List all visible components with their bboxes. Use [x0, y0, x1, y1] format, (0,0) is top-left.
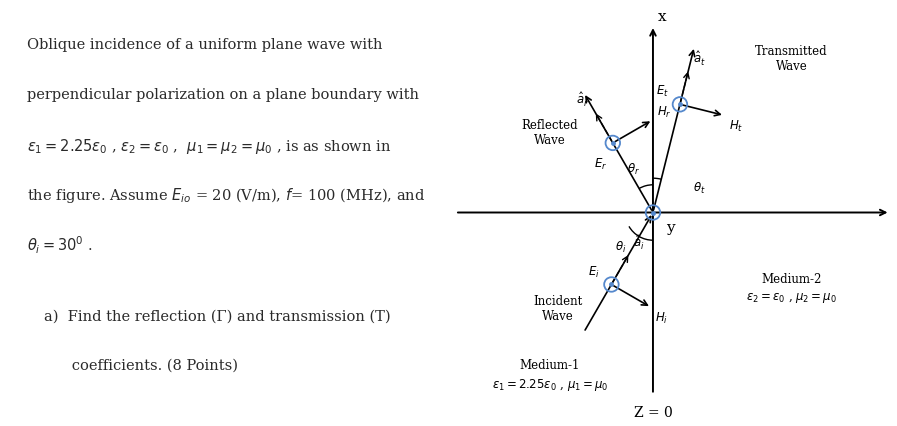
Text: $H_r$: $H_r$ — [657, 104, 671, 119]
Text: $\hat{a}_t$: $\hat{a}_t$ — [692, 50, 706, 68]
Text: $\varepsilon_1 = 2.25\varepsilon_0$ , $\varepsilon_2 = \varepsilon_0$ ,  $\mu_1 : $\varepsilon_1 = 2.25\varepsilon_0$ , $\… — [27, 136, 391, 155]
Text: $\hat{a}_i$: $\hat{a}_i$ — [632, 233, 644, 252]
Text: $\varepsilon_2 = \varepsilon_0$ , $\mu_2 = \mu_0$: $\varepsilon_2 = \varepsilon_0$ , $\mu_2… — [746, 291, 837, 305]
Text: $E_t$: $E_t$ — [657, 83, 669, 98]
Text: Incident
Wave: Incident Wave — [534, 295, 583, 322]
Text: the figure. Assume $E_{io}$ = 20 (V/m), $f$= 100 (MHz), and: the figure. Assume $E_{io}$ = 20 (V/m), … — [27, 185, 424, 204]
Text: $E_r$: $E_r$ — [595, 157, 607, 172]
Text: Transmitted
Wave: Transmitted Wave — [755, 45, 828, 72]
Text: $E_i$: $E_i$ — [588, 265, 599, 279]
Text: $\hat{a}_r$: $\hat{a}_r$ — [576, 91, 589, 109]
Text: $\theta_i = 30^0$ .: $\theta_i = 30^0$ . — [27, 234, 92, 256]
Text: $H_i$: $H_i$ — [656, 311, 668, 325]
Text: $H_t$: $H_t$ — [728, 119, 743, 134]
Text: perpendicular polarization on a plane boundary with: perpendicular polarization on a plane bo… — [27, 87, 419, 101]
Text: Z = 0: Z = 0 — [633, 405, 673, 419]
Text: $\theta_r$: $\theta_r$ — [627, 161, 640, 176]
Text: x: x — [658, 9, 666, 23]
Text: coefficients. (8 Points): coefficients. (8 Points) — [44, 358, 238, 372]
Text: Medium-1: Medium-1 — [520, 358, 580, 371]
Text: Medium-2: Medium-2 — [762, 272, 822, 285]
Text: y: y — [666, 221, 675, 235]
Text: Reflected
Wave: Reflected Wave — [522, 118, 579, 146]
Text: a)  Find the reflection (Γ) and transmission (T): a) Find the reflection (Γ) and transmiss… — [44, 309, 391, 323]
Text: Oblique incidence of a uniform plane wave with: Oblique incidence of a uniform plane wav… — [27, 38, 382, 52]
Text: $\theta_t$: $\theta_t$ — [692, 181, 705, 196]
Text: $\theta_i$: $\theta_i$ — [615, 239, 627, 254]
Text: $\varepsilon_1 = 2.25\varepsilon_0$ , $\mu_1 = \mu_0$: $\varepsilon_1 = 2.25\varepsilon_0$ , $\… — [492, 376, 608, 392]
